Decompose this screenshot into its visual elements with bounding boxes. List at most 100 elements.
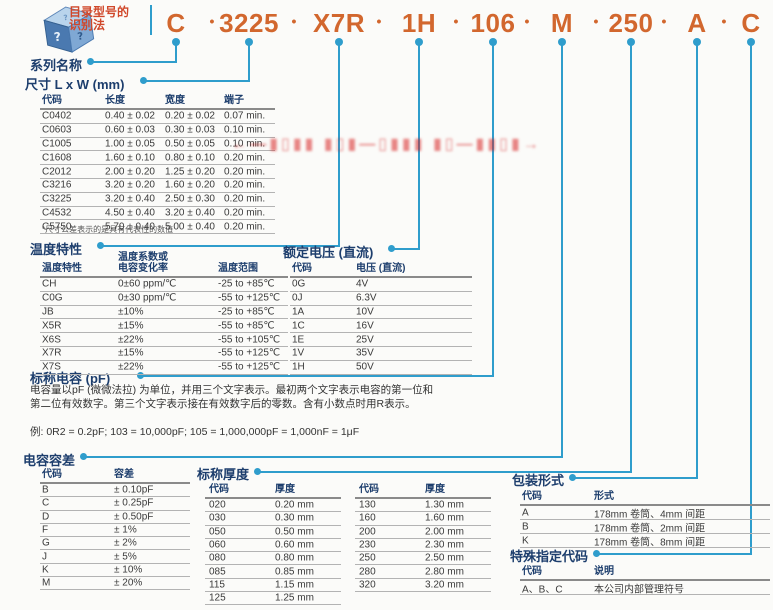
table-row: C4532 4.50 ± 0.40 3.20 ± 0.40 0.20 min. — [40, 207, 275, 221]
svg-text:?: ? — [77, 31, 84, 43]
table-cell: 0.10 min. — [224, 124, 266, 136]
table-cell: X5R — [42, 320, 62, 332]
table-cell: 0.20 min. — [224, 152, 266, 164]
table-cell: 1E — [292, 334, 305, 346]
column-header: 温度系数或 电容变化率 — [118, 252, 168, 274]
part-separator: • — [721, 13, 727, 29]
table-cell: 0.20 min. — [224, 179, 266, 191]
table-cell: C5750 — [42, 221, 72, 233]
table-cell: 2.50 mm — [425, 552, 464, 564]
table-cell: ± 0.25pF — [114, 497, 154, 509]
table-cell: ± 20% — [114, 577, 143, 589]
table-cell: 230 — [359, 539, 376, 551]
table-cell: 0.80 ± 0.10 — [165, 152, 215, 164]
table-row: C3216 3.20 ± 0.20 1.60 ± 0.20 0.20 min. — [40, 179, 275, 193]
table-cell: 0.30 mm — [275, 512, 314, 524]
table-cell: 280 — [359, 566, 376, 578]
dimensions-table: 代码 长度 宽度 端子 C0402 0.40 ± 0.02 0.20 ± 0.02 0.07 … — [40, 90, 275, 235]
table-cell: 0.10 min. — [224, 138, 266, 150]
section-bullet — [388, 245, 395, 252]
table-cell: ± 0.50pF — [114, 511, 154, 523]
table-cell: A — [522, 507, 529, 518]
table-cell: 1.60 mm — [425, 512, 464, 524]
dimensions-footnote: *尺寸公差表示的是具有代表性的数值 — [42, 225, 174, 234]
connector-line — [630, 44, 632, 473]
column-header: 宽度 — [165, 95, 185, 106]
table-cell: 0.20 min. — [224, 193, 266, 205]
voltage-table: 代码 电压 (直流) 0G 4V 0J 6.3V 1A 10V 1C 16V 1E 25V 1V 35V 1… — [290, 258, 472, 375]
table-cell: ±22% — [118, 334, 144, 346]
table-cell: ± 10% — [114, 564, 143, 576]
connector-line — [257, 471, 632, 473]
connector-dot — [245, 38, 253, 46]
table-cell: 4V — [356, 278, 369, 290]
connector-line — [248, 44, 250, 82]
table-row: K ± 10% — [40, 564, 190, 578]
section-title-tempchar: 温度特性 — [30, 242, 83, 257]
table-row: 115 1.15 mm — [205, 579, 341, 593]
table-row: 130 1.30 mm — [355, 499, 491, 513]
table-cell: -25 to +85℃ — [218, 306, 275, 318]
section-bullet — [80, 453, 87, 460]
table-cell: 1.30 mm — [425, 499, 464, 511]
table-cell: 6.3V — [356, 292, 377, 304]
table-cell: 085 — [209, 566, 226, 578]
table-row: 280 2.80 mm — [355, 565, 491, 579]
table-header-row: 代码 厚度 — [355, 480, 491, 499]
table-cell: 0.20 ± 0.02 — [165, 110, 215, 122]
table-cell: 1.25 mm — [275, 592, 314, 604]
section-bullet — [97, 242, 104, 249]
section-title-voltage: 额定电压 (直流) — [283, 245, 374, 260]
table-cell: K — [522, 535, 529, 546]
table-row: 125 1.25 mm — [205, 592, 341, 606]
part-separator: • — [593, 13, 599, 29]
table-cell: 060 — [209, 539, 226, 551]
table-cell: 本公司内部管理符号 — [594, 584, 684, 595]
table-cell: 50V — [356, 361, 374, 373]
column-header: 温度范围 — [218, 263, 258, 274]
header-divider — [150, 5, 152, 35]
connector-line — [572, 477, 698, 479]
section-title-dimensions: 尺寸 L x W (mm) — [25, 77, 125, 92]
table-row: K 178mm 卷筒、8mm 间距 — [520, 534, 770, 548]
table-cell: 1C — [292, 320, 305, 332]
connector-line — [561, 44, 563, 458]
table-cell: 250 — [359, 552, 376, 564]
table-cell: K — [42, 564, 49, 576]
table-cell: ± 0.10pF — [114, 484, 154, 496]
table-cell: -55 to +125℃ — [218, 292, 281, 304]
part-segment-capacitance: 106 — [470, 8, 516, 38]
table-cell: 0.20 min. — [224, 166, 266, 178]
column-header: 代码 — [42, 469, 62, 480]
part-separator: • — [376, 13, 382, 29]
table-cell: 0±30 ppm/℃ — [118, 292, 177, 304]
column-header: 长度 — [105, 95, 125, 106]
section-title-packaging: 包装形式 — [512, 473, 565, 488]
table-row: 1V 35V — [290, 347, 472, 361]
column-header: 代码 — [292, 263, 312, 274]
table-cell: 3.20 ± 0.40 — [165, 207, 215, 219]
tolerance-table: 代码 容差 B ± 0.10pF C ± 0.25pF D ± 0.50pF F ± 1% G ± 2… — [40, 465, 190, 591]
table-cell: 1.25 ± 0.20 — [165, 166, 215, 178]
table-cell: ± 1% — [114, 524, 137, 536]
table-row: C3225 3.20 ± 0.40 2.50 ± 0.30 0.20 min. — [40, 193, 275, 207]
table-row: 200 2.00 mm — [355, 526, 491, 539]
table-cell: 130 — [359, 499, 376, 511]
table-row: 030 0.30 mm — [205, 512, 341, 526]
part-separator: • — [291, 13, 297, 29]
column-header: 代码 — [522, 491, 542, 502]
table-cell: 0.20 min. — [224, 221, 266, 233]
table-row: 020 0.20 mm — [205, 499, 341, 513]
table-row: 250 2.50 mm — [355, 552, 491, 566]
table-cell: -55 to +125℃ — [218, 361, 281, 373]
table-cell: B — [42, 484, 49, 496]
section-title-special: 特殊指定代码 — [510, 549, 589, 564]
column-header: 端子 — [224, 95, 244, 106]
table-cell: 125 — [209, 592, 226, 604]
table-row: 060 0.60 mm — [205, 539, 341, 553]
part-separator: • — [524, 13, 530, 29]
table-row: B ± 0.10pF — [40, 484, 190, 498]
table-cell: 35V — [356, 347, 374, 359]
table-cell: C4532 — [42, 207, 72, 219]
table-row: A 178mm 卷筒、4mm 间距 — [520, 506, 770, 520]
